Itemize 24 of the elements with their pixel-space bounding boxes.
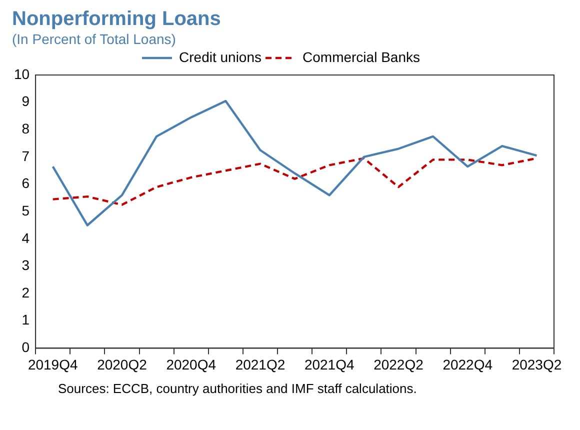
x-tick-label: 2022Q4 — [442, 356, 493, 372]
y-tick-label: 6 — [22, 175, 30, 192]
y-tick-label: 7 — [22, 148, 30, 164]
chart-subtitle: (In Percent of Total Loans) — [12, 31, 177, 47]
y-tick-label: 5 — [22, 202, 30, 218]
y-tick-label: 1 — [22, 312, 30, 328]
x-tick-label: 2020Q2 — [97, 356, 148, 372]
y-tick-label: 4 — [22, 230, 30, 246]
x-tick-label: 2022Q2 — [374, 356, 424, 372]
y-tick-label: 8 — [22, 120, 30, 136]
y-tick-label: 10 — [14, 66, 30, 82]
x-tick-label: 2021Q4 — [304, 356, 354, 372]
x-tick-label: 2020Q4 — [166, 356, 216, 372]
y-tick-label: 9 — [22, 93, 30, 110]
x-tick-label: 2021Q2 — [235, 356, 286, 372]
x-tick-label: 2023Q2 — [512, 356, 562, 372]
source-note: Sources: ECCB, country authorities and IMF staff calculations. — [58, 381, 418, 396]
legend-label: Credit unions — [179, 48, 262, 65]
y-tick-label: 0 — [22, 339, 30, 356]
y-tick-label: 3 — [22, 257, 30, 274]
chart-title: Nonperforming Loans — [12, 8, 222, 31]
x-tick-label: 2019Q4 — [28, 356, 78, 372]
y-tick-label: 2 — [22, 284, 30, 300]
legend-label: Commercial Banks — [302, 48, 420, 65]
